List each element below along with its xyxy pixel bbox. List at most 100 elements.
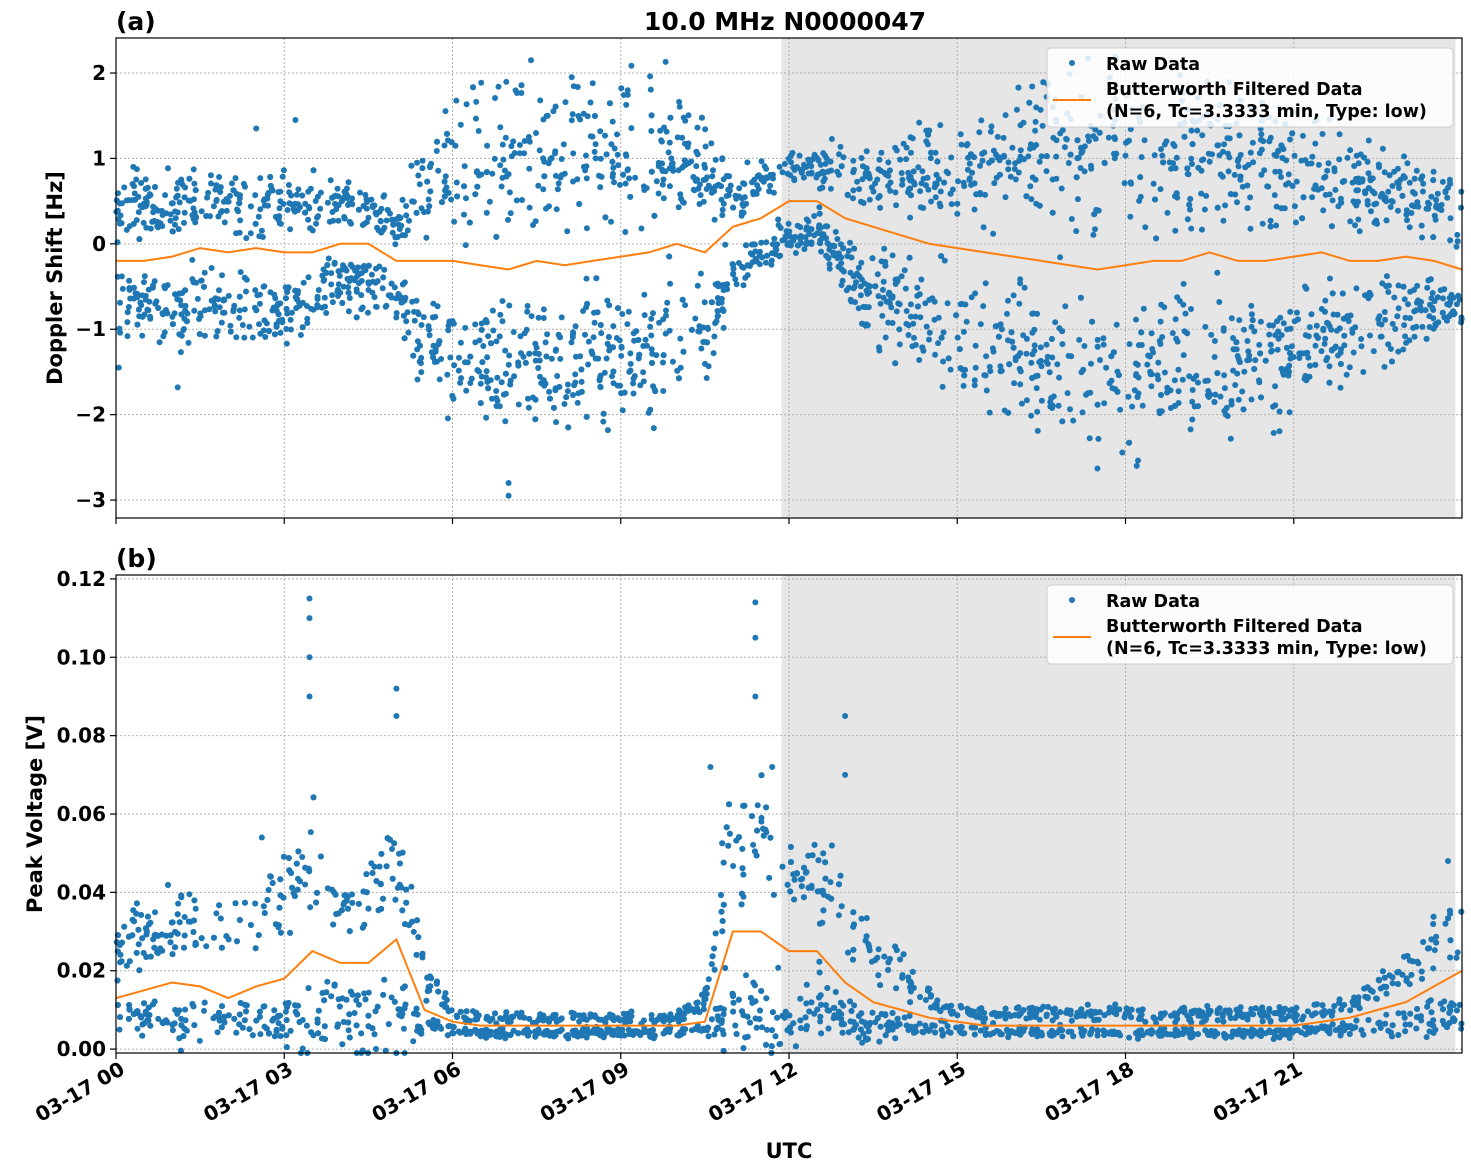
raw-data-point bbox=[662, 168, 669, 175]
raw-data-point bbox=[972, 364, 979, 371]
raw-data-point bbox=[472, 321, 479, 328]
raw-data-point bbox=[358, 292, 365, 299]
raw-data-point bbox=[1401, 174, 1408, 181]
raw-data-point bbox=[239, 322, 246, 328]
raw-data-point bbox=[1241, 326, 1247, 333]
raw-data-point bbox=[997, 368, 1004, 375]
raw-data-point bbox=[578, 366, 585, 373]
raw-data-point bbox=[764, 252, 770, 259]
raw-data-point bbox=[995, 333, 1002, 340]
raw-data-point bbox=[1184, 165, 1191, 172]
raw-data-point bbox=[389, 846, 395, 852]
raw-data-point bbox=[797, 224, 804, 231]
raw-data-point bbox=[647, 73, 654, 80]
raw-data-point bbox=[267, 174, 274, 180]
raw-data-point bbox=[920, 175, 927, 182]
raw-data-point bbox=[1395, 348, 1402, 355]
raw-data-point bbox=[516, 142, 523, 148]
raw-data-point bbox=[983, 353, 990, 360]
raw-data-point bbox=[247, 203, 254, 210]
raw-data-point bbox=[1385, 289, 1392, 295]
raw-data-point bbox=[210, 298, 217, 304]
raw-data-point bbox=[1033, 142, 1040, 148]
raw-data-point bbox=[1221, 141, 1228, 148]
raw-data-point bbox=[1168, 165, 1175, 172]
raw-data-point bbox=[1171, 377, 1178, 384]
raw-data-point bbox=[912, 341, 919, 348]
raw-data-point bbox=[506, 189, 513, 196]
raw-data-point bbox=[1172, 402, 1178, 409]
raw-data-point bbox=[483, 374, 489, 381]
raw-data-point bbox=[1355, 160, 1362, 167]
raw-data-point bbox=[271, 291, 278, 298]
raw-data-point bbox=[1158, 408, 1165, 415]
raw-data-point bbox=[347, 261, 354, 268]
raw-data-point bbox=[1425, 277, 1432, 284]
raw-data-point bbox=[494, 397, 501, 404]
raw-data-point bbox=[922, 300, 929, 307]
raw-data-point bbox=[1383, 273, 1390, 280]
raw-data-point bbox=[817, 240, 824, 247]
raw-data-point bbox=[980, 303, 987, 310]
raw-data-point bbox=[525, 134, 532, 140]
raw-data-point bbox=[648, 112, 655, 119]
raw-data-point bbox=[1424, 284, 1431, 291]
raw-data-point bbox=[425, 323, 432, 330]
raw-data-point bbox=[907, 301, 914, 308]
raw-data-point bbox=[666, 253, 673, 260]
raw-data-point bbox=[1430, 307, 1437, 313]
raw-data-point bbox=[1161, 141, 1168, 148]
raw-data-point bbox=[651, 212, 658, 219]
raw-data-point bbox=[399, 281, 406, 288]
raw-data-point bbox=[1312, 140, 1319, 147]
raw-data-point bbox=[501, 391, 507, 398]
raw-data-point bbox=[593, 275, 600, 282]
raw-data-point bbox=[121, 184, 128, 191]
raw-data-point bbox=[430, 300, 437, 307]
raw-data-point bbox=[1241, 368, 1248, 375]
raw-data-point bbox=[1344, 154, 1351, 161]
raw-data-point bbox=[1338, 346, 1344, 353]
raw-data-point bbox=[1291, 152, 1298, 159]
raw-data-point bbox=[937, 122, 944, 129]
raw-data-point bbox=[541, 173, 548, 180]
raw-data-point bbox=[1101, 400, 1108, 407]
raw-data-point bbox=[583, 275, 590, 282]
raw-data-point bbox=[1195, 379, 1201, 386]
raw-data-point bbox=[275, 311, 282, 318]
raw-data-point bbox=[1044, 353, 1051, 360]
raw-data-point bbox=[1423, 205, 1430, 212]
raw-data-point bbox=[892, 144, 899, 151]
raw-data-point bbox=[189, 256, 196, 263]
raw-data-point bbox=[381, 266, 388, 273]
raw-data-point bbox=[1415, 203, 1422, 210]
raw-data-outlier bbox=[253, 125, 260, 132]
raw-data-point bbox=[1275, 148, 1282, 155]
raw-data-point bbox=[183, 318, 190, 325]
raw-data-point bbox=[225, 198, 232, 205]
raw-data-point bbox=[733, 281, 740, 288]
raw-data-point bbox=[1172, 165, 1179, 172]
raw-data-point bbox=[615, 162, 622, 169]
raw-data-point bbox=[169, 313, 176, 320]
raw-data-point bbox=[957, 365, 964, 372]
raw-data-point bbox=[463, 101, 470, 108]
raw-data-point bbox=[448, 139, 455, 146]
raw-data-point bbox=[288, 192, 295, 199]
raw-data-point bbox=[1304, 160, 1311, 167]
raw-data-point bbox=[660, 195, 667, 202]
raw-data-point bbox=[499, 318, 506, 325]
raw-data-point bbox=[988, 123, 995, 130]
raw-data-point bbox=[1308, 311, 1315, 318]
raw-data-point bbox=[430, 342, 437, 349]
raw-data-point bbox=[161, 283, 168, 290]
raw-data-point bbox=[704, 174, 710, 181]
raw-data-point bbox=[532, 396, 539, 403]
raw-data-point bbox=[1038, 397, 1045, 404]
raw-data-point bbox=[1160, 159, 1167, 166]
raw-data-point bbox=[1276, 168, 1283, 175]
raw-data-point bbox=[868, 184, 875, 191]
raw-data-point bbox=[570, 178, 576, 185]
raw-data-point bbox=[253, 307, 260, 314]
raw-data-point bbox=[299, 324, 306, 331]
